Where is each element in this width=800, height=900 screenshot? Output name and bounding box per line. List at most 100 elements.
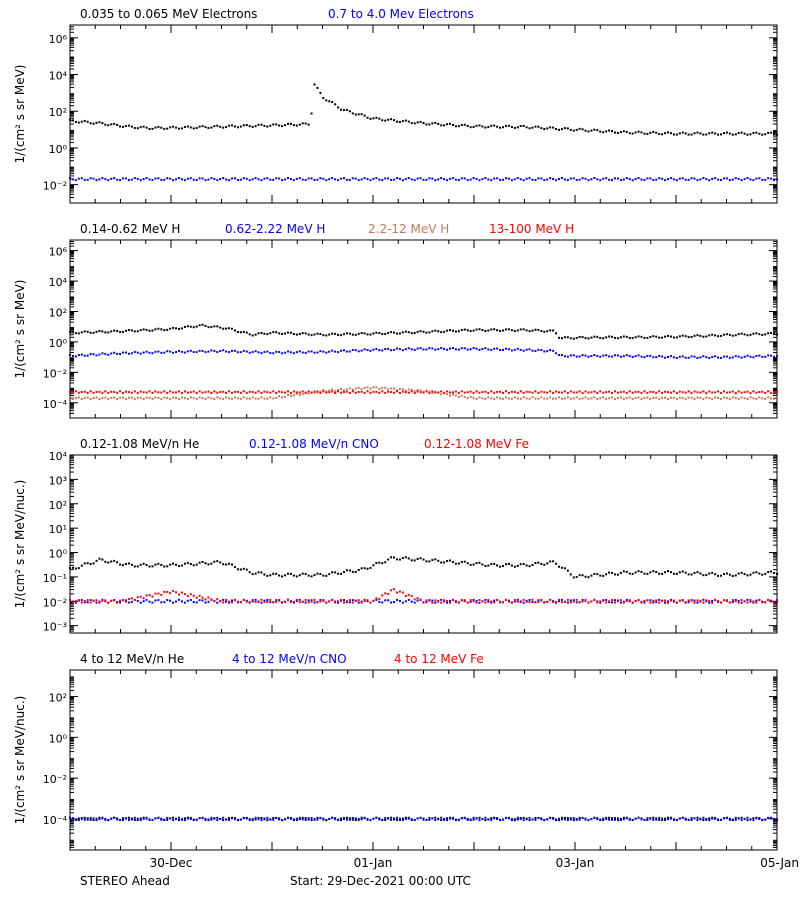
data-point (457, 395, 460, 398)
legend-entry: 0.7 to 4.0 Mev Electrons (328, 7, 474, 21)
data-point (584, 337, 587, 340)
data-point (569, 599, 572, 602)
data-point (257, 571, 260, 574)
data-point (552, 349, 555, 352)
data-point (664, 356, 667, 359)
data-point (186, 561, 189, 564)
data-point (266, 816, 269, 819)
data-point (584, 817, 587, 820)
data-point (664, 599, 667, 602)
data-point (776, 818, 778, 821)
data-point (95, 601, 98, 604)
data-point (416, 330, 419, 333)
data-point (384, 348, 387, 351)
data-point (446, 601, 449, 604)
data-point (163, 818, 166, 821)
data-point (151, 127, 154, 130)
data-point (434, 179, 437, 182)
data-point (298, 818, 301, 821)
data-point (166, 599, 169, 602)
data-point (475, 347, 478, 350)
data-point (393, 556, 396, 559)
data-point (608, 397, 611, 400)
data-point (239, 351, 242, 354)
data-point (490, 563, 493, 566)
data-point (758, 391, 761, 394)
data-point (198, 349, 201, 352)
data-point (419, 120, 422, 123)
data-point (725, 355, 728, 358)
data-point (534, 562, 537, 565)
data-point (286, 331, 289, 334)
data-point (605, 130, 608, 133)
data-point (611, 355, 614, 358)
data-point (631, 819, 634, 822)
data-point (257, 123, 260, 126)
data-point (608, 335, 611, 338)
data-point (493, 177, 496, 180)
data-point (440, 124, 443, 127)
data-point (646, 572, 649, 575)
data-point (572, 817, 575, 820)
data-point (507, 391, 510, 394)
data-point (242, 598, 245, 601)
data-point (546, 397, 549, 400)
data-point (92, 331, 95, 334)
data-point (92, 122, 95, 125)
data-point (646, 817, 649, 820)
data-point (419, 816, 422, 819)
data-point (236, 600, 239, 603)
data-point (725, 600, 728, 603)
data-point (752, 332, 755, 335)
data-point (151, 352, 154, 355)
data-point (764, 133, 767, 136)
data-point (325, 179, 328, 182)
data-point (292, 179, 295, 182)
y-tick-label: 10⁶ (49, 246, 68, 259)
data-point (675, 601, 678, 604)
data-point (496, 816, 499, 819)
data-point (83, 562, 86, 565)
data-point (257, 332, 260, 335)
data-point (292, 819, 295, 822)
data-point (752, 131, 755, 134)
data-point (655, 396, 658, 399)
data-point (637, 396, 640, 399)
data-point (722, 333, 725, 336)
data-point (537, 817, 540, 820)
data-point (743, 397, 746, 400)
data-point (148, 329, 151, 332)
legend-entry: 4 to 12 MeV Fe (394, 652, 484, 666)
data-point (725, 131, 728, 134)
data-point (331, 598, 334, 601)
data-point (717, 356, 720, 359)
data-point (661, 336, 664, 339)
data-point (628, 354, 631, 357)
data-point (646, 599, 649, 602)
data-point (478, 561, 481, 564)
data-point (596, 818, 599, 821)
data-point (286, 598, 289, 601)
data-point (510, 819, 513, 822)
data-point (139, 396, 142, 399)
data-point (652, 570, 655, 573)
data-point (708, 334, 711, 337)
data-point (269, 601, 272, 604)
data-point (708, 572, 711, 575)
data-point (590, 818, 593, 821)
data-point (664, 817, 667, 820)
data-point (122, 391, 125, 394)
data-point (493, 328, 496, 331)
data-point (175, 350, 178, 353)
data-point (475, 397, 478, 400)
y-tick-label: 10⁻² (43, 773, 67, 786)
data-point (337, 819, 340, 822)
data-point (357, 599, 360, 602)
data-point (301, 393, 304, 396)
data-point (210, 349, 213, 352)
data-point (337, 572, 340, 575)
data-point (758, 177, 761, 180)
data-point (431, 177, 434, 180)
data-point (316, 86, 319, 89)
data-point (369, 349, 372, 352)
